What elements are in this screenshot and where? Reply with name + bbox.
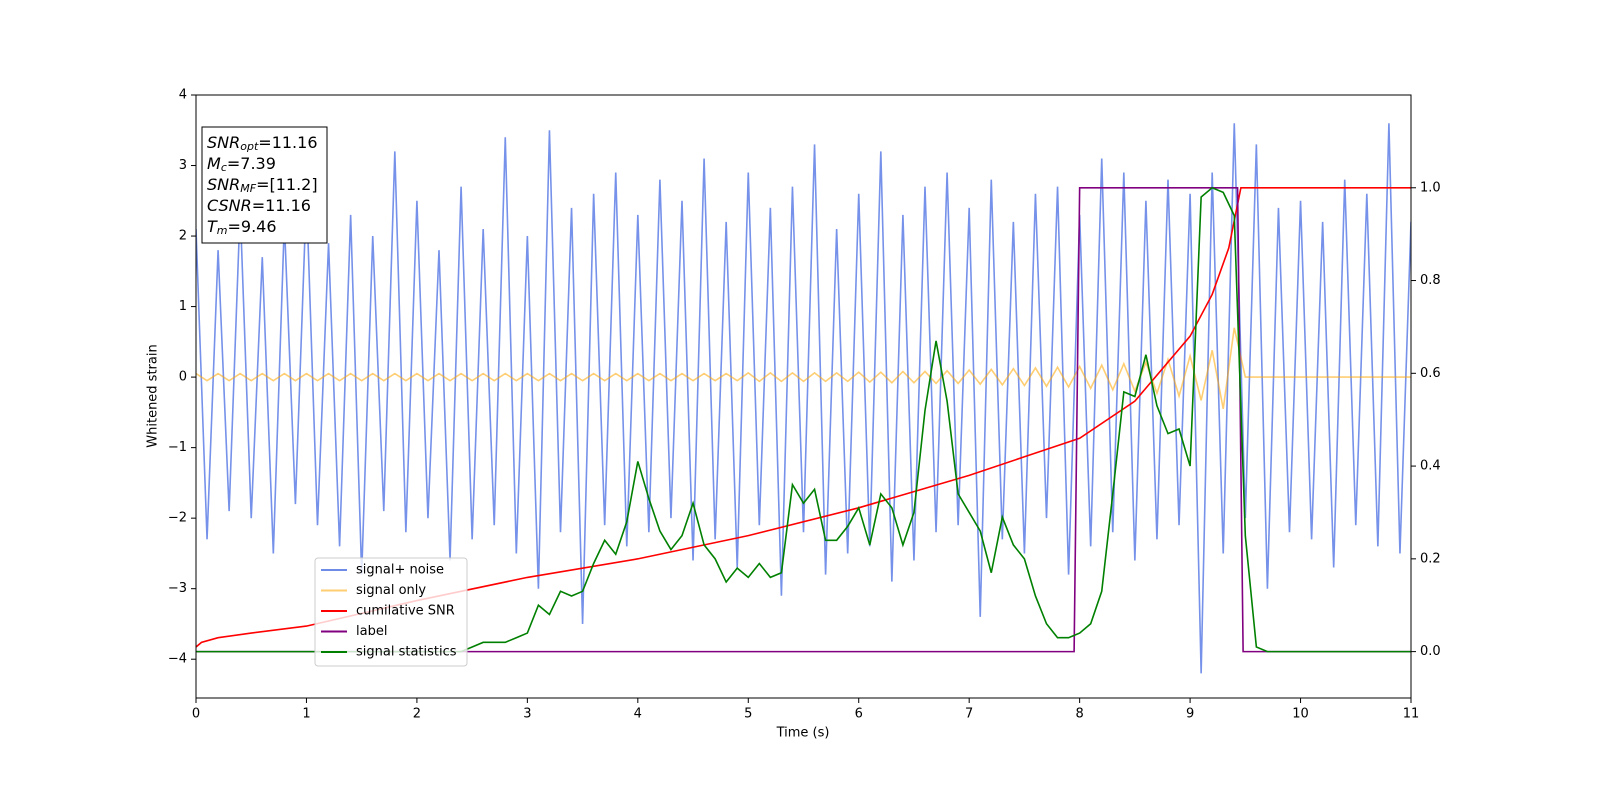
- annotation-sub: m: [217, 224, 228, 237]
- legend-label: signal statistics: [356, 645, 457, 660]
- annotation-main: T: [207, 217, 218, 236]
- y2-tick-label: 1.0: [1420, 180, 1441, 195]
- y-tick-label: −3: [168, 581, 187, 596]
- legend-label: label: [356, 624, 387, 639]
- annotation-value: =9.46: [228, 217, 277, 236]
- y-tick-label: 1: [179, 299, 187, 314]
- x-tick-label: 5: [744, 707, 752, 722]
- annotation-value: =11.16: [258, 133, 317, 152]
- annotation-sub: opt: [240, 140, 259, 153]
- plot-frame: [195, 94, 1412, 699]
- x-tick-label: 8: [1075, 707, 1083, 722]
- annotation-line: Tm=9.46: [207, 217, 277, 238]
- annotation-main: SNR: [207, 133, 240, 152]
- y2-tick-label: 0.2: [1420, 551, 1441, 566]
- y-tick-label: 3: [179, 158, 187, 173]
- y-tick-label: 4: [179, 88, 187, 103]
- annotation-line: CSNR=11.16: [207, 196, 311, 215]
- x-tick-label: 11: [1403, 707, 1420, 722]
- x-tick-label: 2: [413, 707, 421, 722]
- y2-tick-label: 0.0: [1420, 644, 1441, 659]
- x-tick-label: 0: [192, 707, 200, 722]
- annotation-line: Mc=7.39: [207, 154, 276, 175]
- annotation-box: [201, 126, 328, 244]
- y-tick-label: −2: [168, 511, 187, 526]
- annotation-value: =[11.2]: [256, 175, 318, 194]
- annotation-sub: MF: [240, 182, 256, 195]
- y-axis-label: Whitened strain: [146, 344, 161, 447]
- annotation-value: =7.39: [227, 154, 276, 173]
- x-tick-label: 6: [855, 707, 863, 722]
- series-line: [196, 327, 1411, 409]
- annotation-line: SNRopt=11.16: [207, 133, 318, 154]
- legend-label: signal+ noise: [356, 563, 444, 578]
- annotation-sub: c: [221, 161, 227, 174]
- y-tick-label: 2: [179, 229, 187, 244]
- legend-box: [314, 557, 468, 667]
- x-tick-label: 4: [634, 707, 642, 722]
- y2-tick-label: 0.8: [1420, 273, 1441, 288]
- x-tick-label: 10: [1292, 707, 1309, 722]
- annotation-line: SNRMF=[11.2]: [207, 175, 318, 196]
- y-tick-label: 0: [179, 370, 187, 385]
- x-tick-label: 9: [1186, 707, 1194, 722]
- x-axis-label: Time (s): [776, 726, 830, 741]
- x-tick-label: 1: [302, 707, 310, 722]
- annotation-value: =11.16: [252, 196, 311, 215]
- y2-tick-label: 0.6: [1420, 366, 1441, 381]
- annotation-main: SNR: [207, 175, 240, 194]
- y-tick-label: −1: [168, 440, 187, 455]
- annotation-main: M: [207, 154, 221, 173]
- x-tick-label: 7: [965, 707, 973, 722]
- legend-label: cumilative SNR: [356, 604, 455, 619]
- annotation-main: CSNR: [207, 196, 252, 215]
- legend-label: signal only: [356, 583, 426, 598]
- x-tick-label: 3: [523, 707, 531, 722]
- y2-tick-label: 0.4: [1420, 459, 1441, 474]
- y-tick-label: −4: [168, 652, 187, 667]
- series-line: [196, 123, 1411, 674]
